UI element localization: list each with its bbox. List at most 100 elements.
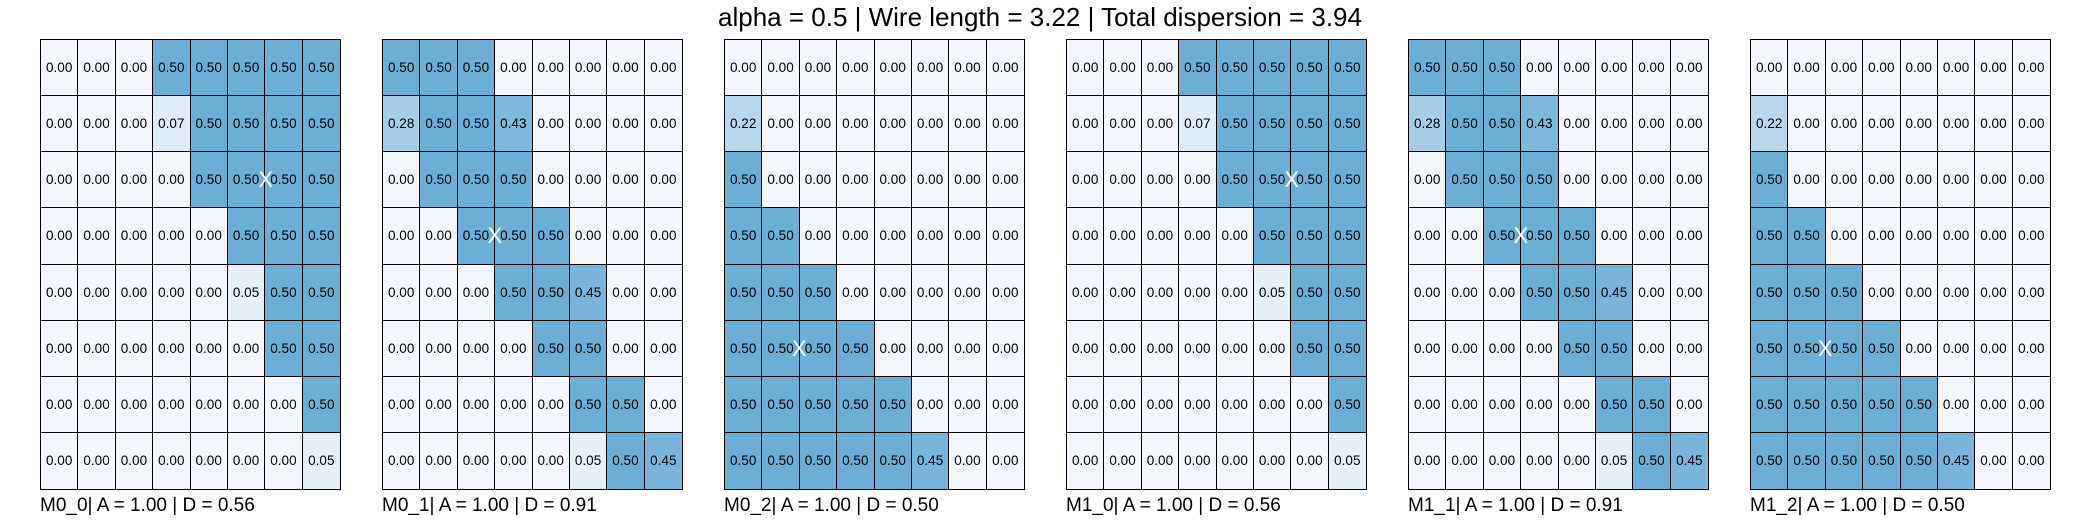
heatmap-cell: 0.00 <box>607 320 645 377</box>
heatmap-cell: 0.50 <box>837 376 875 433</box>
heatmap-cell: 0.50 <box>420 152 458 209</box>
heatmap-cell: 0.00 <box>420 264 458 321</box>
heatmap-cell: 0.00 <box>78 264 116 321</box>
heatmap-cell: 0.00 <box>1900 40 1938 97</box>
heatmap-cell: 0.50 <box>1291 264 1329 321</box>
heatmap-cell: 0.00 <box>265 376 303 433</box>
heatmap-cell: 0.00 <box>227 320 266 377</box>
heatmap-cell: 0.00 <box>78 96 116 153</box>
heatmap-cell: 0.00 <box>2012 320 2050 377</box>
heatmap-cell: 0.00 <box>644 208 682 265</box>
heatmap-cell: 0.05 <box>569 432 608 489</box>
heatmap-cell: 0.00 <box>532 40 570 97</box>
heatmap-cell: 0.00 <box>115 376 154 433</box>
heatmap-cell: 0.00 <box>1141 40 1180 97</box>
heatmap-cell: 0.00 <box>911 264 950 321</box>
heatmap-cell: 0.45 <box>644 432 682 489</box>
heatmap-cell: 0.28 <box>1409 96 1447 153</box>
heatmap-cell: 0.00 <box>911 40 950 97</box>
heatmap-cell: 0.00 <box>1521 40 1559 97</box>
heatmap-cell: 0.00 <box>41 96 79 153</box>
heatmap-cell: 0.00 <box>1558 40 1596 97</box>
heatmap-cell: 0.50 <box>1409 40 1447 97</box>
heatmap-cell: 0.00 <box>1446 320 1484 377</box>
heatmap-cell: 0.50 <box>1291 40 1329 97</box>
heatmap-cell: 0.50 <box>1328 208 1366 265</box>
heatmap-cell: 0.50 <box>1788 320 1826 377</box>
heatmap-cell: 0.50 <box>1825 432 1864 489</box>
heatmap-cell: 0.50 <box>1291 152 1329 209</box>
heatmap-cell: 0.00 <box>1975 96 2013 153</box>
panel-caption: M1_0| A = 1.00 | D = 0.56 <box>1066 495 1281 516</box>
heatmap-cell: 0.00 <box>1409 376 1447 433</box>
heatmap-cell: 0.00 <box>837 264 875 321</box>
heatmap-cell: 0.00 <box>78 432 116 489</box>
heatmap-cell: 0.00 <box>153 320 191 377</box>
heatmap-grid: 0.00 0.00 0.00 0.50 0.50 0.50 0.50 0.50 0.00 0.00… <box>40 39 341 490</box>
heatmap-cell: 0.00 <box>799 208 838 265</box>
heatmap-cell: 0.00 <box>569 40 608 97</box>
heatmap-cell: 0.00 <box>1104 432 1142 489</box>
heatmap-cell: 0.00 <box>569 208 608 265</box>
heatmap-cell: 0.50 <box>762 264 800 321</box>
heatmap-cell: 0.50 <box>1900 376 1938 433</box>
heatmap-cell: 0.22 <box>725 96 763 153</box>
heatmap-cell: 0.00 <box>1483 264 1522 321</box>
panel-caption: M0_1| A = 1.00 | D = 0.91 <box>382 495 597 516</box>
heatmap-cell: 0.00 <box>569 96 608 153</box>
heatmap-cell: 0.00 <box>1558 96 1596 153</box>
heatmap-cell: 0.00 <box>1067 152 1105 209</box>
heatmap-cell: 0.00 <box>911 376 950 433</box>
heatmap-cell: 0.50 <box>799 264 838 321</box>
heatmap-cell: 0.00 <box>1067 208 1105 265</box>
heatmap-cell: 0.50 <box>1521 208 1559 265</box>
heatmap-cell: 0.00 <box>153 376 191 433</box>
heatmap-cell: 0.00 <box>874 40 912 97</box>
heatmap-cell: 0.00 <box>1900 320 1938 377</box>
heatmap-cell: 0.00 <box>1595 96 1634 153</box>
heatmap-cell: 0.00 <box>949 96 987 153</box>
heatmap-cell: 0.50 <box>725 320 763 377</box>
heatmap-cell: 0.00 <box>1141 376 1180 433</box>
heatmap-cell: 0.00 <box>115 320 154 377</box>
heatmap-cell: 0.50 <box>1291 208 1329 265</box>
heatmap-cell: 0.00 <box>420 320 458 377</box>
heatmap-cell: 0.00 <box>607 96 645 153</box>
heatmap-cell: 0.50 <box>762 208 800 265</box>
heatmap-cell: 0.00 <box>986 208 1024 265</box>
heatmap-cell: 0.50 <box>383 40 421 97</box>
heatmap-cell: 0.00 <box>2012 96 2050 153</box>
heatmap-cell: 0.00 <box>1104 96 1142 153</box>
heatmap-cell: 0.28 <box>383 96 421 153</box>
heatmap-cell: 0.50 <box>1863 320 1901 377</box>
heatmap-cell: 0.00 <box>1104 208 1142 265</box>
heatmap-cell: 0.00 <box>1670 376 1708 433</box>
heatmap-cell: 0.00 <box>762 152 800 209</box>
heatmap-cell: 0.50 <box>1521 152 1559 209</box>
heatmap-cell: 0.00 <box>1558 432 1596 489</box>
heatmap-cell: 0.00 <box>1863 208 1901 265</box>
heatmap-cell: 0.00 <box>949 432 987 489</box>
heatmap-cell: 0.00 <box>115 264 154 321</box>
heatmap-cell: 0.50 <box>457 40 496 97</box>
heatmap-cell: 0.00 <box>1670 40 1708 97</box>
heatmap-cell: 0.50 <box>1595 376 1634 433</box>
heatmap-cell: 0.50 <box>607 376 645 433</box>
heatmap-cell: 0.00 <box>1291 432 1329 489</box>
heatmap-cell: 0.50 <box>762 320 800 377</box>
heatmap-cell: 0.50 <box>1633 376 1671 433</box>
heatmap-cell: 0.00 <box>1483 376 1522 433</box>
heatmap-cell: 0.00 <box>837 40 875 97</box>
heatmap-cell: 0.07 <box>1179 96 1217 153</box>
heatmap-cell: 0.00 <box>1067 376 1105 433</box>
heatmap-cell: 0.50 <box>799 376 838 433</box>
heatmap-cell: 0.50 <box>799 320 838 377</box>
heatmap-cell: 0.00 <box>725 40 763 97</box>
heatmap-cell: 0.00 <box>1253 320 1292 377</box>
heatmap-cell: 0.00 <box>1670 96 1708 153</box>
heatmap-cell: 0.00 <box>1595 152 1634 209</box>
panel-caption: M0_2| A = 1.00 | D = 0.50 <box>724 495 939 516</box>
heatmap-cell: 0.00 <box>153 208 191 265</box>
heatmap-cell: 0.00 <box>41 264 79 321</box>
heatmap-cell: 0.50 <box>532 320 570 377</box>
